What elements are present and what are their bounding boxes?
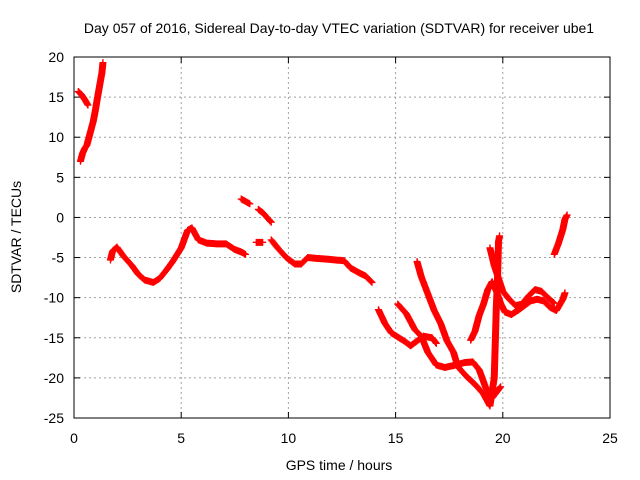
axis-ticks xyxy=(73,56,611,419)
y-tick-label: 20 xyxy=(48,49,64,65)
y-tick-label: 10 xyxy=(48,129,64,145)
y-tick-label: 5 xyxy=(56,169,64,185)
data-segment xyxy=(76,59,107,165)
grid xyxy=(74,57,610,418)
data-points xyxy=(106,224,250,286)
data-segment xyxy=(550,211,571,258)
y-axis-label: SDTVAR / TECUs xyxy=(8,181,24,293)
y-tick-label: -15 xyxy=(44,330,64,346)
x-tick-label: 10 xyxy=(281,430,297,446)
x-tick-label: 15 xyxy=(388,430,404,446)
data-points xyxy=(267,236,376,286)
data-points xyxy=(254,205,275,226)
data-points xyxy=(237,195,254,208)
y-tick-label: -20 xyxy=(44,370,64,386)
data-points xyxy=(467,278,569,344)
plot-frame xyxy=(73,56,611,419)
data-segment xyxy=(237,195,254,208)
data-points xyxy=(76,59,107,165)
y-tick-label: 0 xyxy=(56,209,64,225)
data-points xyxy=(394,300,505,402)
x-tick-label: 0 xyxy=(70,430,78,446)
x-tick-label: 5 xyxy=(177,430,185,446)
data-segment xyxy=(467,278,569,344)
data-points xyxy=(252,238,267,246)
data-segment xyxy=(267,236,376,286)
x-tick-label: 25 xyxy=(602,430,618,446)
x-axis-label: GPS time / hours xyxy=(286,457,393,473)
y-tick-label: 15 xyxy=(48,89,64,105)
data-segment xyxy=(254,205,275,226)
y-tick-label: -10 xyxy=(44,290,64,306)
data-points xyxy=(486,244,558,310)
data-segment xyxy=(252,238,267,246)
data-segment xyxy=(486,244,558,310)
x-tick-labels: 0 5 10 15 20 25 xyxy=(70,430,618,446)
y-tick-labels: -25 -20 -15 -10 -5 0 5 10 15 20 xyxy=(44,49,64,426)
y-tick-label: -5 xyxy=(52,250,65,266)
chart-title: Day 057 of 2016, Sidereal Day-to-day VTE… xyxy=(84,20,594,36)
data-segment xyxy=(106,224,250,286)
data-segment xyxy=(394,300,505,402)
data-points xyxy=(74,87,92,109)
y-tick-label: -25 xyxy=(44,410,64,426)
x-tick-label: 20 xyxy=(495,430,511,446)
data-segment xyxy=(74,87,92,109)
sdtvar-series xyxy=(74,59,571,410)
data-points xyxy=(550,211,571,258)
